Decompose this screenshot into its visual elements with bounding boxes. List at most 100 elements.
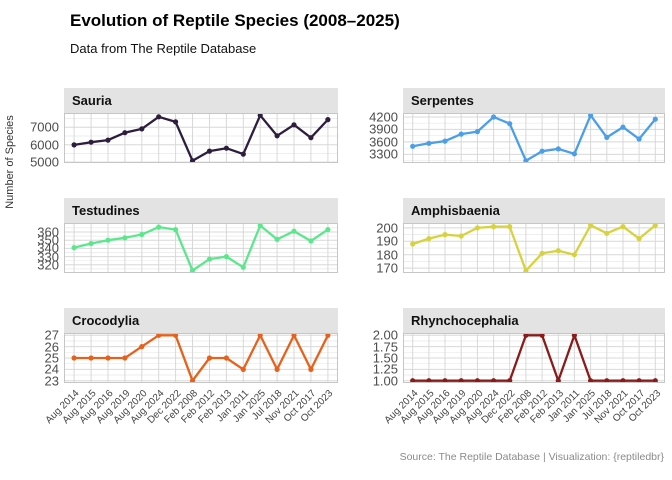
data-point [523, 333, 529, 338]
y-tick-label: 3600 [369, 134, 398, 150]
data-point [442, 378, 448, 383]
data-point [122, 130, 128, 136]
data-point [652, 223, 658, 228]
data-point [539, 148, 545, 154]
data-point [620, 224, 626, 230]
y-tick-label: 180 [376, 247, 398, 263]
data-point [173, 333, 179, 338]
facet-strip: Crocodylia [64, 308, 338, 333]
data-point [507, 378, 513, 383]
y-tick-label: 4200 [369, 109, 398, 125]
data-point [410, 241, 416, 247]
data-point [620, 124, 626, 130]
data-point [156, 333, 162, 338]
data-point [139, 126, 145, 132]
data-point [223, 254, 229, 260]
plot-panel [403, 113, 665, 163]
data-point [308, 366, 314, 372]
data-point [604, 378, 610, 383]
panel-svg [403, 113, 665, 163]
data-point [291, 122, 297, 128]
data-point [257, 333, 263, 338]
data-point [308, 135, 314, 141]
facet-strip: Testudines [64, 198, 338, 223]
data-point [620, 378, 626, 383]
data-point [604, 134, 610, 140]
data-point [458, 131, 464, 137]
data-point [71, 142, 77, 148]
data-point [458, 378, 464, 383]
y-tick-label: 3900 [369, 121, 398, 137]
data-point [325, 227, 331, 233]
data-point [474, 378, 480, 383]
y-tick-labels: 320 330 340 350 360 [24, 223, 61, 273]
data-point [105, 137, 111, 143]
panel-border [403, 223, 665, 273]
data-point [325, 117, 331, 123]
data-point [491, 224, 497, 230]
y-tick-label: 24 [44, 361, 59, 377]
data-point [223, 355, 229, 361]
data-point [636, 378, 642, 383]
y-tick-label: 5000 [30, 154, 59, 170]
data-point [474, 129, 480, 135]
data-point [458, 233, 464, 239]
data-point [291, 333, 297, 338]
data-point [173, 227, 179, 233]
data-point [274, 133, 280, 139]
data-point [240, 366, 246, 372]
y-tick-label: 360 [37, 224, 59, 240]
data-point [139, 231, 145, 238]
y-tick-label: 25 [44, 350, 59, 366]
facet-strip: Serpentes [403, 88, 665, 113]
data-point [257, 223, 263, 229]
source-caption: Source: The Reptile Database | Visualiza… [399, 451, 664, 463]
data-point [410, 143, 416, 149]
facet-title: Serpentes [411, 93, 474, 108]
data-point [189, 267, 196, 273]
x-axis-labels-left: Aug 2014 Aug 2015 Aug 2016 Aug 2019 Aug 2020… [44, 384, 338, 440]
panel-border [64, 223, 338, 273]
data-point [71, 245, 77, 251]
y-tick-label: 350 [37, 232, 59, 248]
y-tick-labels: 1.00 1.25 1.50 1.75 2.00 [363, 329, 400, 387]
series-line [72, 224, 330, 272]
plot-panel [403, 333, 665, 383]
data-point [426, 378, 432, 383]
y-tick-label: 200 [376, 220, 398, 236]
facet-sauria: Sauria 5000 6000 7000 [24, 88, 338, 169]
data-point [274, 236, 280, 242]
plot-panel [64, 333, 338, 383]
facet-strip: Amphisbaenia [403, 198, 665, 223]
y-tick-label: 340 [37, 240, 59, 256]
y-tick-label: 23 [44, 373, 59, 389]
data-point [426, 236, 432, 242]
data-point [410, 378, 416, 383]
data-point [588, 223, 594, 228]
panel-svg [64, 333, 338, 383]
y-tick-label: 7000 [30, 119, 59, 135]
data-point [636, 236, 642, 242]
panel-border [403, 333, 665, 383]
data-point [240, 264, 246, 270]
plot-panel [64, 223, 338, 273]
data-point [652, 116, 658, 122]
data-point [308, 238, 314, 244]
panel-svg [403, 223, 665, 273]
data-point [555, 146, 561, 152]
data-point [240, 151, 246, 157]
panel-svg [64, 223, 338, 273]
data-point [491, 114, 497, 120]
data-point [507, 121, 513, 127]
data-point [474, 225, 480, 231]
facet-serpentes: Serpentes 3300 3600 3900 4200 [363, 88, 665, 163]
data-point [122, 235, 128, 241]
data-point [507, 224, 513, 230]
data-point [325, 333, 331, 338]
facet-title: Rhynchocephalia [411, 313, 519, 328]
data-point [274, 366, 280, 372]
data-point [189, 378, 196, 383]
facet-rhynchocephalia: Rhynchocephalia 1.00 1.25 1.50 1.75 2.00 [363, 308, 665, 387]
data-point [139, 344, 145, 350]
data-point [223, 145, 229, 151]
